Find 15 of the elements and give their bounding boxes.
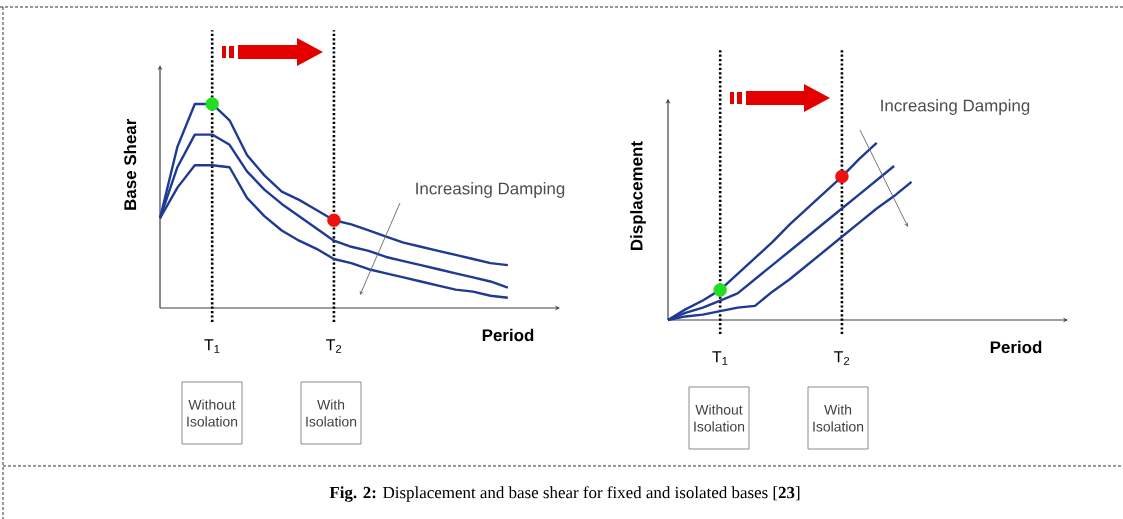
y-axis-title: Displacement <box>630 141 646 251</box>
annotation: Increasing Damping <box>416 182 565 198</box>
y-axis-title: Base Shear <box>123 118 137 210</box>
text: Fig. 2: Displacement and base shear for fixed and isolated bases [23] <box>329 486 800 502</box>
x-axis-title: Period <box>482 328 534 342</box>
text: Without Isolation <box>187 399 238 427</box>
x-tick-label: T$_{2}$ <box>326 339 342 353</box>
text: Without Isolation <box>694 404 745 432</box>
x-tick-label: T$_{2}$ <box>834 351 850 365</box>
x-tick-label: T$_{1}$ <box>712 351 728 365</box>
x-axis-title: Period <box>990 340 1042 354</box>
x-tick-label: T$_{1}$ <box>204 339 220 353</box>
text: With Isolation <box>813 404 864 432</box>
text: Increasing Damping <box>881 99 1030 115</box>
text: With Isolation <box>306 399 357 427</box>
